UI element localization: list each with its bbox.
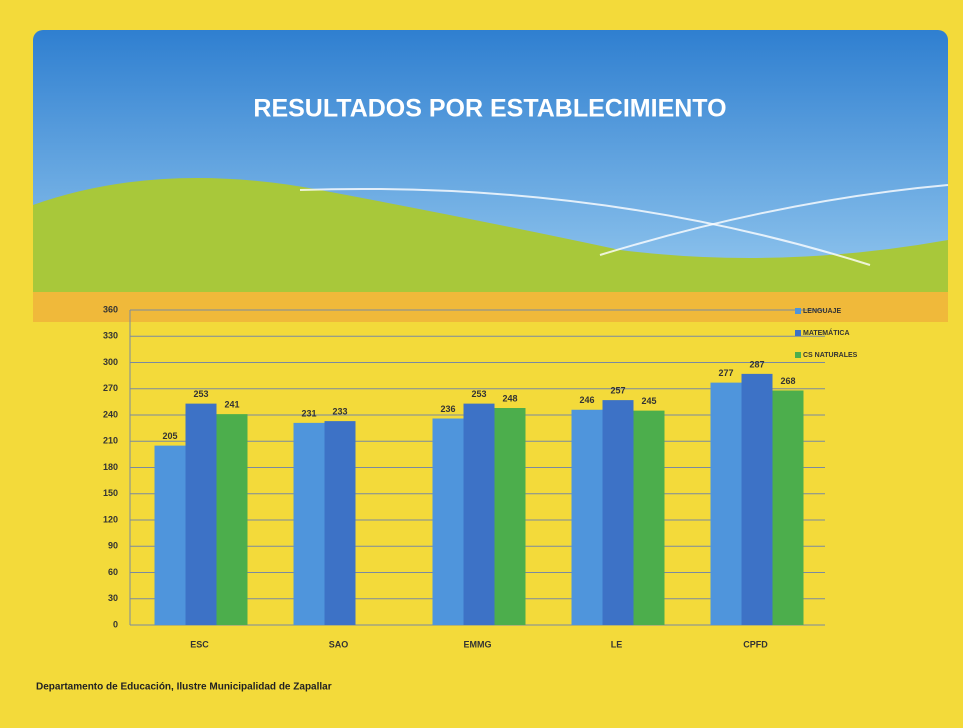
x-tick-label: CPFD [743,639,768,649]
legend-label: CS NATURALES [803,352,858,359]
bar [432,418,464,625]
x-tick-label: LE [611,639,623,649]
y-tick-label: 120 [103,514,118,524]
legend-label: MATEMÁTICA [803,328,850,337]
y-tick-label: 210 [103,436,118,446]
y-tick-label: 330 [103,331,118,341]
value-label: 277 [718,368,733,378]
x-tick-label: EMMG [464,639,492,649]
y-tick-label: 60 [108,567,118,577]
bar [602,400,634,625]
legend-swatch [795,308,801,314]
header-band [33,290,948,322]
x-tick-label: ESC [190,639,209,649]
value-label: 245 [641,396,656,406]
legend-swatch [795,352,801,358]
value-label: 246 [579,395,594,405]
value-label: 241 [224,400,239,410]
value-label: 253 [193,389,208,399]
y-tick-label: 90 [108,541,118,551]
value-label: 236 [440,404,455,414]
bar [494,408,526,625]
bar [571,409,603,625]
y-tick-label: 300 [103,357,118,367]
x-tick-label: SAO [329,639,349,649]
bar [710,382,742,625]
bar [185,403,217,625]
bar [324,421,356,625]
legend-swatch [795,330,801,336]
bar [293,422,325,625]
value-label: 248 [502,393,517,403]
bar [216,414,248,625]
value-label: 287 [749,359,764,369]
y-tick-label: 240 [103,409,118,419]
footer: Departamento de Educación, Ilustre Munic… [36,682,332,693]
header-curve [599,184,949,256]
value-label: 205 [162,431,177,441]
bar [741,373,773,625]
value-label: 231 [301,408,316,418]
value-label: 233 [332,407,347,417]
bar [772,390,804,625]
bar [463,403,495,625]
y-tick-label: 150 [103,488,118,498]
value-label: 268 [780,376,795,386]
y-tick-label: 30 [108,593,118,603]
value-label: 257 [610,386,625,396]
y-tick-label: 360 [103,304,118,314]
header-hill [33,178,948,292]
y-tick-label: 180 [103,462,118,472]
legend-label: LENGUAJE [803,308,841,315]
header-curve [299,187,871,266]
y-tick-label: 270 [103,383,118,393]
value-label: 253 [471,389,486,399]
y-tick-label: 0 [113,619,118,629]
slide-title: RESULTADOS POR ESTABLECIMIENTO [253,95,726,123]
bar [154,445,186,625]
bar [633,410,665,625]
